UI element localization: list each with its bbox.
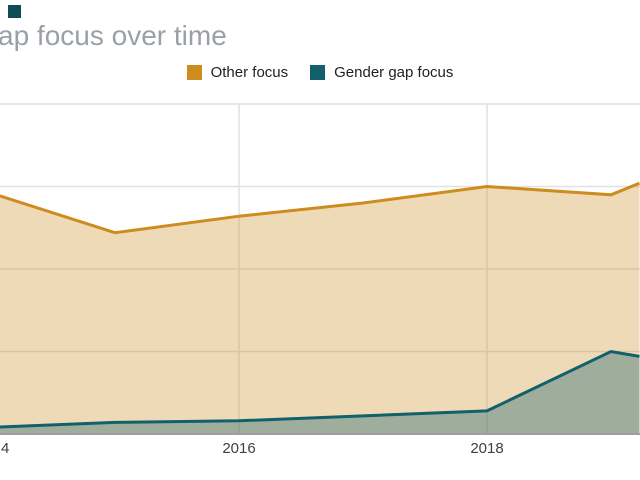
x-tick-2016: 2016: [222, 440, 256, 457]
chart-title: ap focus over time: [0, 20, 227, 51]
legend-label: Other focus: [210, 64, 289, 81]
x-tick-2018: 2018: [470, 440, 504, 457]
legend-swatch-orange-icon: [186, 65, 202, 80]
legend-item-other-focus: Other focus: [186, 64, 289, 81]
legend-item-gender-gap-focus: Gender gap focus: [310, 64, 453, 81]
cropped-corner-fragment-icon: [8, 5, 21, 18]
chart-legend: Other focus Gender gap focus: [0, 64, 640, 81]
legend-label: Gender gap focus: [334, 64, 454, 81]
legend-swatch-teal-icon: [310, 65, 326, 80]
x-tick-2014-cropped: 4: [1, 440, 10, 457]
